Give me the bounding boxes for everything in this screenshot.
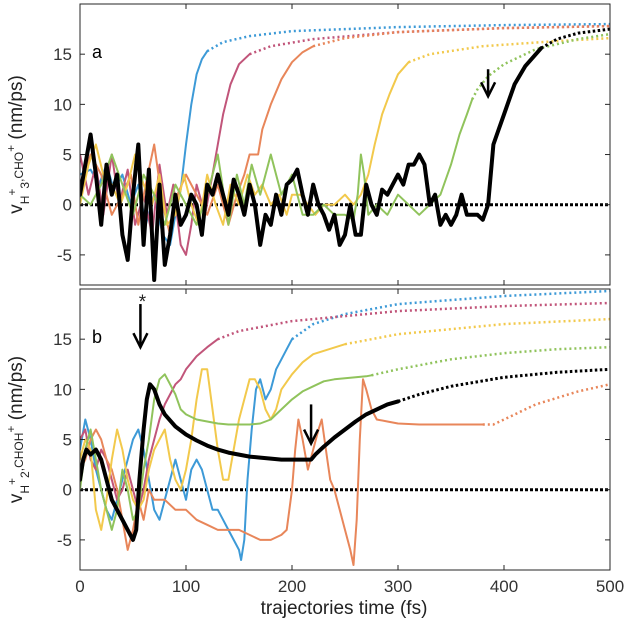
series-blue-dotted (291, 289, 610, 341)
series-yellow-solid (80, 61, 410, 226)
x-axis-label: trajectories time (fs) (261, 598, 428, 619)
series-green-dotted (471, 32, 610, 100)
panel-label: b (92, 327, 102, 347)
y-tick-label: 5 (63, 431, 72, 450)
y-axis-label: vH+3,CHO+ (nm/ps) (4, 75, 32, 214)
series-yellow-dotted (408, 36, 610, 64)
annotation-arrow-head (132, 332, 149, 351)
axes-frame (79, 288, 611, 571)
series-red-dotted (217, 301, 610, 341)
series-green-solid (80, 373, 373, 531)
x-tick-label: 400 (490, 577, 518, 596)
series-black-solid (80, 46, 544, 282)
y-tick-label: 0 (63, 196, 72, 215)
series-green-solid (80, 98, 474, 226)
series-green-dotted (371, 345, 610, 377)
annotation-mark: * (139, 292, 147, 313)
y-tick-label: 15 (53, 45, 72, 64)
series-black-solid (80, 382, 400, 542)
series-black-dotted (397, 367, 610, 403)
plot-area (80, 22, 610, 282)
x-tick-label: 200 (278, 577, 306, 596)
series-black-dotted (540, 27, 610, 50)
series-orange-solid (80, 378, 484, 566)
panel-label: a (92, 42, 103, 62)
y-tick-label: 0 (63, 481, 72, 500)
series-yellow-dotted (344, 317, 610, 346)
series-blue-dotted (206, 22, 610, 53)
annotation-arrow-head (302, 428, 320, 447)
y-tick-label: 10 (53, 380, 72, 399)
y-tick-label: 5 (63, 146, 72, 165)
series-red-solid (80, 53, 251, 256)
panel-a: -5 0 5 10 15 a vH+3,CHO+ (nm/ps) (4, 3, 611, 286)
y-tick-label: 10 (53, 95, 72, 114)
series-orange-solid (80, 45, 315, 236)
x-tick-label: 300 (384, 577, 412, 596)
x-tick-label: 100 (172, 577, 200, 596)
y-tick-label: -5 (57, 531, 72, 550)
series-orange-dotted (312, 24, 610, 48)
plot-area (80, 289, 610, 566)
series-red-solid (80, 338, 219, 511)
x-tick-label: 0 (75, 577, 84, 596)
y-tick-label: -5 (57, 246, 72, 265)
annotation-arrow-head (479, 81, 497, 100)
x-tick-label: 500 (596, 577, 624, 596)
axes-frame (79, 3, 611, 286)
panel-b: -5 0 5 10 15 0 100 200 300 400 500 b vH+2,CHOH+ (nm/… (4, 288, 624, 596)
series-orange-dotted (482, 383, 610, 426)
y-tick-label: 15 (53, 330, 72, 349)
y-axis-label: vH+2,CHOH+ (nm/ps) (4, 356, 32, 503)
